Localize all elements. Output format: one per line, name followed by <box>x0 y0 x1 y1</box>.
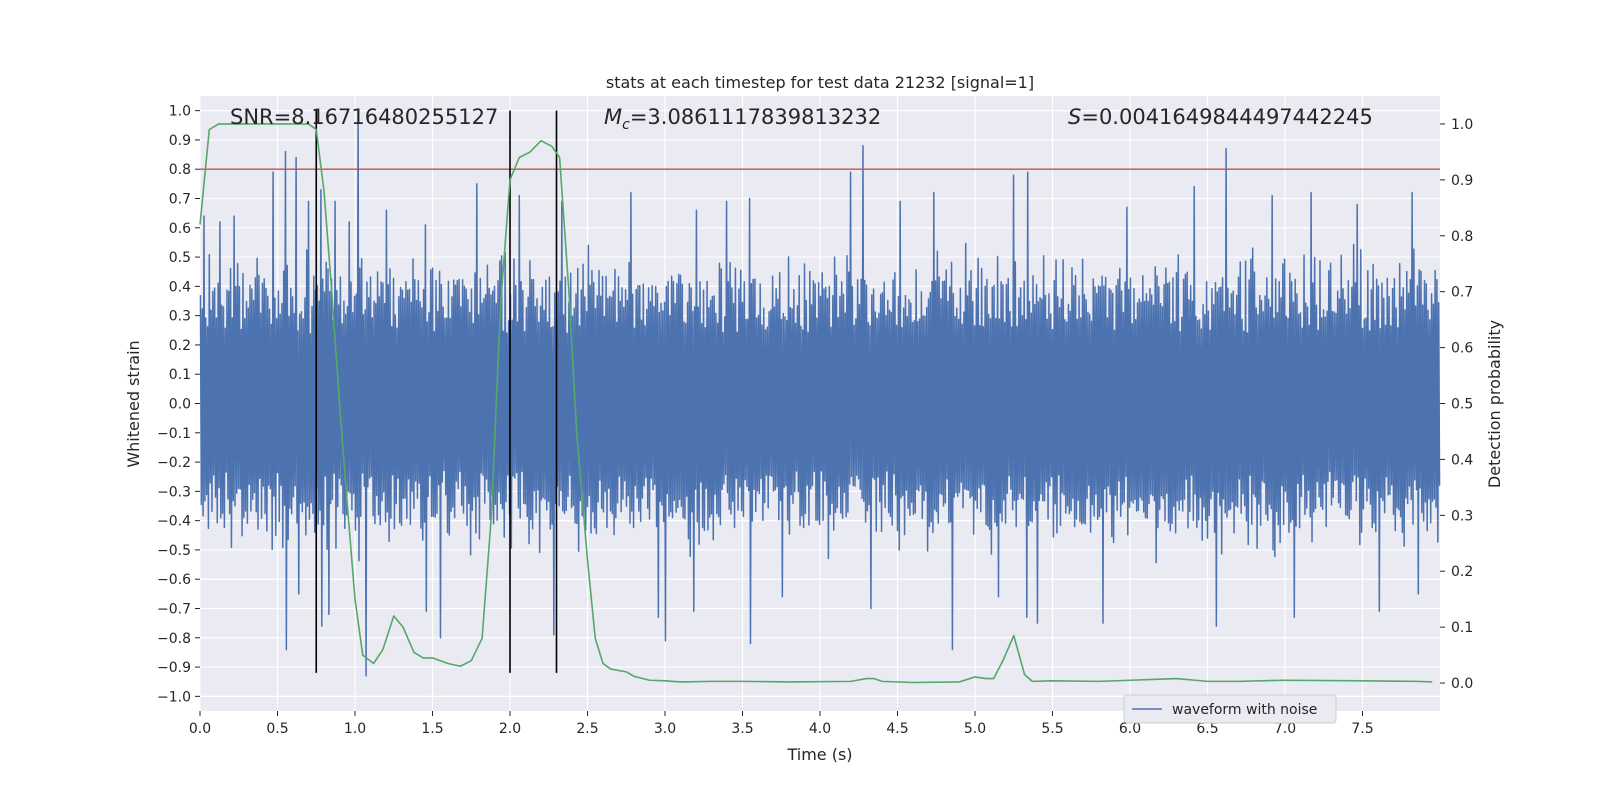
waveform-line <box>199 109 1441 677</box>
y-tick-label-19: −0.9 <box>157 660 191 676</box>
probability-series <box>199 123 1433 684</box>
x-tick-label-6: 3.0 <box>654 721 676 737</box>
y-right-tick-label-0: 1.0 <box>1451 117 1473 133</box>
y-right-tick-label-5: 0.5 <box>1451 397 1473 413</box>
x-axis-label: Time (s) <box>786 745 852 764</box>
y-right-tick-label-10: 0.0 <box>1451 676 1473 692</box>
y-tick-label-17: −0.7 <box>157 602 191 618</box>
x-tick-label-9: 4.5 <box>886 721 908 737</box>
x-tick-label-2: 1.0 <box>344 721 366 737</box>
y-right-tick-label-4: 0.6 <box>1451 341 1473 357</box>
y-right-tick-label-1: 0.9 <box>1451 173 1473 189</box>
waveform-series <box>199 109 1441 677</box>
x-tick-label-0: 0.0 <box>189 721 211 737</box>
overlay-lines <box>200 110 1440 673</box>
y-right-tick-label-2: 0.8 <box>1451 229 1473 245</box>
y-tick-label-4: 0.6 <box>169 221 191 237</box>
y-tick-label-6: 0.4 <box>169 279 191 295</box>
y-right-tick-label-7: 0.3 <box>1451 508 1473 524</box>
probability-line <box>199 123 1433 684</box>
y-tick-label-18: −0.8 <box>157 631 191 647</box>
x-tick-label-12: 6.0 <box>1119 721 1141 737</box>
y-tick-label-20: −1.0 <box>157 689 191 705</box>
y-tick-label-15: −0.5 <box>157 543 191 559</box>
y-right-axis-label: Detection probability <box>1485 320 1504 488</box>
mc-value: =3.0861117839813232 <box>630 105 881 129</box>
y-right-tick-label-8: 0.2 <box>1451 564 1473 580</box>
y-right-tick-label-3: 0.7 <box>1451 285 1473 301</box>
chirp-mass-annotation: Mc=3.0861117839813232 <box>604 105 881 133</box>
y-tick-label-1: 0.9 <box>169 133 191 149</box>
x-tick-label-5: 2.5 <box>576 721 598 737</box>
legend-label: waveform with noise <box>1172 702 1317 718</box>
y-tick-label-14: −0.4 <box>157 514 191 530</box>
x-axis-ticks: 0.0 0.5 1.0 1.5 2.0 2.5 3.0 3.5 4.0 4.5 5.0 5.5 6.0 6… <box>189 711 1374 737</box>
s-symbol: S <box>1068 105 1081 129</box>
mc-symbol: M <box>604 105 622 129</box>
s-annotation: S=0.0041649844497442245 <box>1068 105 1373 129</box>
y-tick-label-10: 0.0 <box>169 397 191 413</box>
y-axis-label: Whitened strain <box>124 340 143 467</box>
y-tick-label-16: −0.6 <box>157 572 191 588</box>
y-tick-label-8: 0.2 <box>169 338 191 354</box>
y-tick-label-3: 0.7 <box>169 192 191 208</box>
chart-title: stats at each timestep for test data 212… <box>606 73 1034 92</box>
y-tick-label-13: −0.3 <box>157 484 191 500</box>
y-tick-label-0: 1.0 <box>169 104 191 120</box>
x-tick-label-10: 5.0 <box>964 721 986 737</box>
y-tick-label-9: 0.1 <box>169 367 191 383</box>
legend: waveform with noise <box>1123 694 1337 724</box>
y-tick-label-2: 0.8 <box>169 162 191 178</box>
x-tick-label-14: 7.0 <box>1274 721 1296 737</box>
x-tick-label-3: 1.5 <box>421 721 443 737</box>
mc-subscript: c <box>622 117 630 133</box>
y-tick-label-11: −0.1 <box>157 426 191 442</box>
legend-box <box>1123 694 1337 724</box>
x-tick-label-11: 5.5 <box>1041 721 1063 737</box>
y-tick-label-12: −0.2 <box>157 455 191 471</box>
x-tick-label-4: 2.0 <box>499 721 521 737</box>
x-tick-label-13: 6.5 <box>1196 721 1218 737</box>
s-value: =0.0041649844497442245 <box>1081 105 1373 129</box>
snr-annotation: SNR=8.16716480255127 <box>230 105 498 129</box>
y-axis-ticks: 1.0 0.9 0.8 0.7 0.6 0.5 0.4 0.3 0.2 0.1 0.0 −0.1 −0.… <box>157 104 200 705</box>
y-right-tick-label-9: 0.1 <box>1451 620 1473 636</box>
y-tick-label-5: 0.5 <box>169 250 191 266</box>
y-tick-label-7: 0.3 <box>169 309 191 325</box>
x-tick-label-1: 0.5 <box>266 721 288 737</box>
y-right-tick-label-6: 0.4 <box>1451 452 1473 468</box>
x-tick-label-8: 4.0 <box>809 721 831 737</box>
y-right-axis-ticks: 1.0 0.9 0.8 0.7 0.6 0.5 0.4 0.3 0.2 0.1 0.0 <box>1440 117 1473 692</box>
x-tick-label-15: 7.5 <box>1351 721 1373 737</box>
x-tick-label-7: 3.5 <box>731 721 753 737</box>
